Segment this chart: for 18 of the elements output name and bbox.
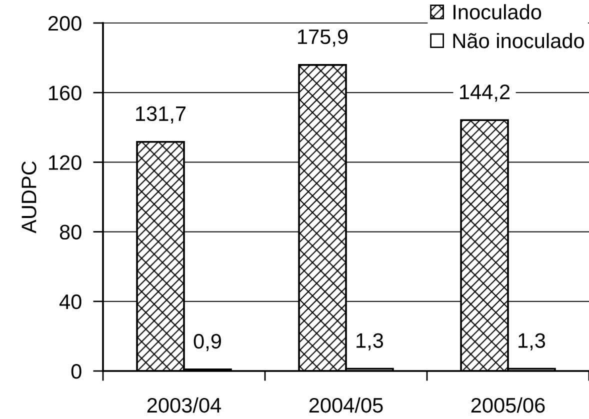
y-tick-label: 120: [49, 155, 82, 170]
data-label: 1,3: [356, 333, 384, 350]
x-tick-label: 2005/06: [471, 397, 545, 413]
y-axis-title: AUDPC: [22, 161, 36, 234]
y-tick-label: 40: [59, 294, 82, 310]
data-label: 1,3: [518, 333, 546, 350]
legend-label: Inoculado: [454, 4, 542, 20]
data-label: 175,9: [298, 29, 348, 47]
x-tick-label: 2003/04: [147, 397, 222, 413]
data-label: 131,7: [136, 106, 186, 124]
y-tick-label: 160: [49, 86, 82, 100]
y-tick-label: 0: [71, 364, 82, 379]
y-tick-label: 80: [60, 224, 82, 240]
data-label: 144,2: [460, 84, 510, 102]
x-tick-label: 2004/05: [309, 397, 383, 413]
legend-label: Não inoculado: [453, 32, 584, 48]
data-label: 0,9: [194, 334, 221, 352]
y-tick-label: 200: [48, 16, 82, 31]
